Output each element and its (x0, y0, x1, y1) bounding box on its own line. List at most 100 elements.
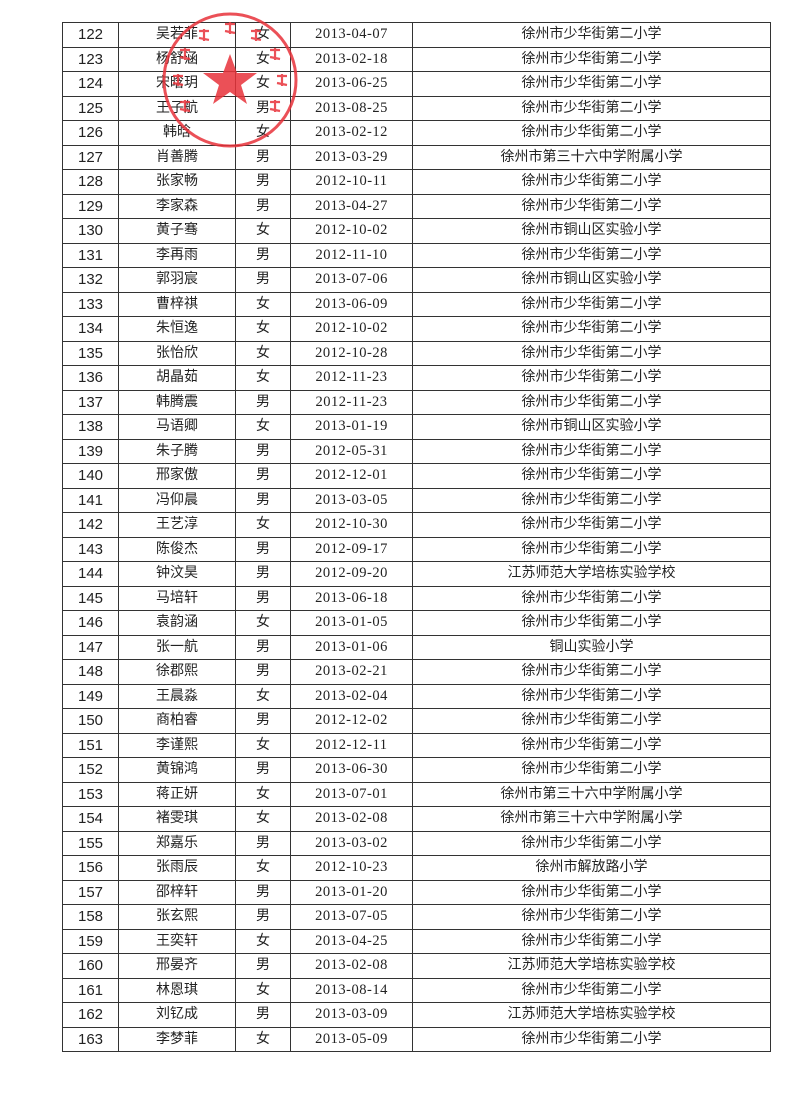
num-cell: 123 (62, 46, 119, 72)
num-cell: 137 (62, 389, 119, 415)
school-cell: 徐州市少华街第二小学 (412, 830, 771, 856)
table-row: 134 朱恒逸女 2012-10-02 徐州市少华街第二小学 (62, 316, 771, 342)
table-row: 150 商柏睿男 2012-12-02 徐州市少华街第二小学 (62, 708, 771, 734)
gender-cell: 男 (235, 144, 291, 170)
name-cell: 李梦菲 (118, 1026, 236, 1052)
date-cell: 2013-02-08 (290, 953, 413, 979)
table-row: 122 吴若菲女 2013-04-07 徐州市少华街第二小学 (62, 22, 771, 48)
table-row: 132 郭羽宸男 2013-07-06 徐州市铜山区实验小学 (62, 267, 771, 293)
date-cell: 2013-02-21 (290, 659, 413, 685)
table-row: 148 徐郡熙男 2013-02-21 徐州市少华街第二小学 (62, 659, 771, 685)
num-cell: 161 (62, 977, 119, 1003)
school-cell: 徐州市少华街第二小学 (412, 585, 771, 611)
school-cell: 徐州市解放路小学 (412, 855, 771, 881)
name-cell: 徐郡熙 (118, 659, 236, 685)
num-cell: 159 (62, 928, 119, 954)
date-cell: 2013-04-07 (290, 22, 413, 48)
school-cell: 徐州市少华街第二小学 (412, 340, 771, 366)
num-cell: 150 (62, 708, 119, 734)
name-cell: 张一航 (118, 634, 236, 660)
name-cell: 韩腾震 (118, 389, 236, 415)
name-cell: 黄锦鸿 (118, 757, 236, 783)
gender-cell: 女 (235, 120, 291, 146)
num-cell: 153 (62, 781, 119, 807)
school-cell: 徐州市少华街第二小学 (412, 463, 771, 489)
gender-cell: 女 (235, 610, 291, 636)
date-cell: 2012-12-02 (290, 708, 413, 734)
table-row: 143 陈俊杰男 2012-09-17 徐州市少华街第二小学 (62, 536, 771, 562)
school-cell: 徐州市第三十六中学附属小学 (412, 806, 771, 832)
name-cell: 邵梓轩 (118, 879, 236, 905)
gender-cell: 男 (235, 463, 291, 489)
num-cell: 151 (62, 732, 119, 758)
num-cell: 133 (62, 291, 119, 317)
table-row: 147 张一航男 2013-01-06 铜山实验小学 (62, 634, 771, 660)
gender-cell: 男 (235, 389, 291, 415)
gender-cell: 女 (235, 683, 291, 709)
date-cell: 2013-05-09 (290, 1026, 413, 1052)
name-cell: 黄子骞 (118, 218, 236, 244)
table-row: 135 张怡欣女 2012-10-28 徐州市少华街第二小学 (62, 340, 771, 366)
num-cell: 130 (62, 218, 119, 244)
date-cell: 2012-10-11 (290, 169, 413, 195)
table-row: 158 张玄熙男 2013-07-05 徐州市少华街第二小学 (62, 904, 771, 930)
date-cell: 2013-06-25 (290, 71, 413, 97)
gender-cell: 男 (235, 830, 291, 856)
num-cell: 134 (62, 316, 119, 342)
date-cell: 2013-03-09 (290, 1002, 413, 1028)
gender-cell: 男 (235, 95, 291, 121)
num-cell: 157 (62, 879, 119, 905)
name-cell: 邢晏齐 (118, 953, 236, 979)
num-cell: 163 (62, 1026, 119, 1052)
num-cell: 142 (62, 512, 119, 538)
date-cell: 2013-01-20 (290, 879, 413, 905)
date-cell: 2012-10-23 (290, 855, 413, 881)
gender-cell: 女 (235, 414, 291, 440)
table-row: 137 韩腾震男 2012-11-23 徐州市少华街第二小学 (62, 389, 771, 415)
name-cell: 钟汶昊 (118, 561, 236, 587)
name-cell: 李家森 (118, 193, 236, 219)
school-cell: 徐州市第三十六中学附属小学 (412, 781, 771, 807)
table-row: 160 邢晏齐男 2013-02-08 江苏师范大学培栋实验学校 (62, 953, 771, 979)
num-cell: 160 (62, 953, 119, 979)
school-cell: 徐州市少华街第二小学 (412, 169, 771, 195)
num-cell: 148 (62, 659, 119, 685)
school-cell: 徐州市少华街第二小学 (412, 904, 771, 930)
table-row: 153 蒋正妍女 2013-07-01 徐州市第三十六中学附属小学 (62, 781, 771, 807)
gender-cell: 男 (235, 634, 291, 660)
date-cell: 2013-01-19 (290, 414, 413, 440)
name-cell: 张家畅 (118, 169, 236, 195)
name-cell: 郑嘉乐 (118, 830, 236, 856)
school-cell: 徐州市少华街第二小学 (412, 193, 771, 219)
name-cell: 张雨辰 (118, 855, 236, 881)
table-row: 129 李家森男 2013-04-27 徐州市少华街第二小学 (62, 193, 771, 219)
school-cell: 徐州市少华街第二小学 (412, 683, 771, 709)
name-cell: 郭羽宸 (118, 267, 236, 293)
table-row: 161 林恩琪女 2013-08-14 徐州市少华街第二小学 (62, 977, 771, 1003)
school-cell: 徐州市少华街第二小学 (412, 757, 771, 783)
name-cell: 吴若菲 (118, 22, 236, 48)
date-cell: 2012-10-30 (290, 512, 413, 538)
school-cell: 江苏师范大学培栋实验学校 (412, 561, 771, 587)
date-cell: 2012-12-11 (290, 732, 413, 758)
table-row: 151 李谨熙女 2012-12-11 徐州市少华街第二小学 (62, 732, 771, 758)
school-cell: 徐州市少华街第二小学 (412, 977, 771, 1003)
school-cell: 徐州市少华街第二小学 (412, 46, 771, 72)
date-cell: 2013-01-05 (290, 610, 413, 636)
gender-cell: 女 (235, 71, 291, 97)
date-cell: 2013-06-18 (290, 585, 413, 611)
num-cell: 156 (62, 855, 119, 881)
school-cell: 徐州市少华街第二小学 (412, 732, 771, 758)
name-cell: 朱恒逸 (118, 316, 236, 342)
date-cell: 2013-06-30 (290, 757, 413, 783)
school-cell: 徐州市少华街第二小学 (412, 95, 771, 121)
school-cell: 徐州市第三十六中学附属小学 (412, 144, 771, 170)
date-cell: 2013-06-09 (290, 291, 413, 317)
name-cell: 张怡欣 (118, 340, 236, 366)
table-row: 157 邵梓轩男 2013-01-20 徐州市少华街第二小学 (62, 879, 771, 905)
date-cell: 2013-02-04 (290, 683, 413, 709)
gender-cell: 女 (235, 512, 291, 538)
table-row: 149 王晨淼女 2013-02-04 徐州市少华街第二小学 (62, 683, 771, 709)
num-cell: 136 (62, 365, 119, 391)
school-cell: 徐州市铜山区实验小学 (412, 267, 771, 293)
